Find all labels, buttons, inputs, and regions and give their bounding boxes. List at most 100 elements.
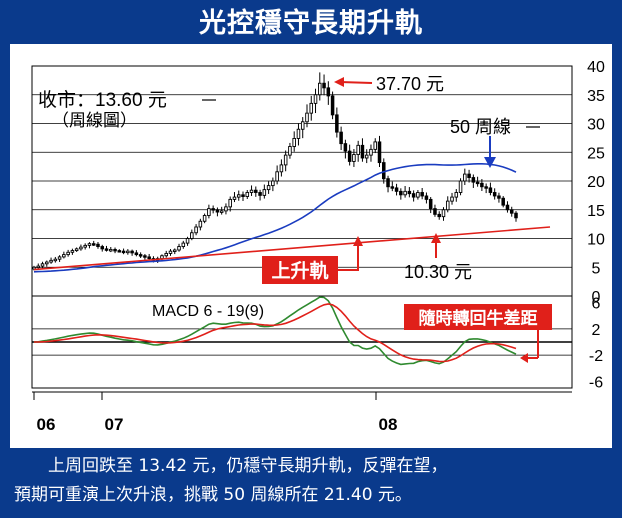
trendline-label: 上升軌 (271, 259, 328, 282)
candle-body (283, 154, 288, 166)
price-y-tick-label: 40 (587, 59, 605, 76)
macd-label-box (404, 304, 552, 330)
candle-body (53, 258, 58, 262)
macd-label: 隨時轉回牛差距 (419, 308, 538, 328)
candle-body (70, 250, 75, 253)
candle-body (330, 95, 335, 116)
candle-body (262, 189, 267, 196)
close-price-label: 收市：13.60 元 (38, 89, 167, 111)
candle-body (117, 250, 122, 253)
caption: 上周回跌至 13.42 元，仍穩守長期升軌，反彈在望， 預期可重演上次升浪，挑戰… (14, 452, 614, 510)
candle-body (339, 131, 343, 145)
candle-body (326, 87, 331, 97)
candle-body (501, 197, 505, 206)
candle-body (245, 192, 250, 197)
ma50-label: 50 周線 (450, 117, 511, 137)
candle-body (138, 254, 143, 257)
candle-body (83, 244, 87, 248)
candle-body (360, 144, 365, 159)
high-price-label: 37.70 元 (376, 74, 444, 94)
candle-body (411, 193, 416, 198)
macd-y-tick-labels: 6 2 -2 -6 (589, 296, 603, 392)
x-tick-label: 08 (379, 415, 398, 434)
candle-body (219, 210, 224, 213)
candle-body (66, 251, 70, 256)
macd-title: MACD 6 - 19(9) (152, 303, 264, 320)
candle-body (492, 192, 497, 197)
stock-chart: 0 5 10 15 20 25 30 35 40 6 2 -2 -6 06 07 08 收市：13.60 … (31, 59, 605, 434)
candle-body (394, 187, 399, 192)
candle-body (386, 178, 390, 188)
price-y-tick-labels: 0 5 10 15 20 25 30 35 40 (587, 59, 605, 306)
ma50-arrow-head (484, 157, 496, 168)
macd-y-tick-label: 6 (592, 296, 601, 313)
candle-body (202, 215, 207, 222)
candle-body (313, 94, 318, 104)
candle-body (91, 243, 96, 246)
candle-body (300, 121, 305, 130)
candle-body (275, 171, 279, 182)
candle-body (258, 192, 262, 196)
candle-body (407, 190, 412, 195)
high-arrow-head (334, 77, 344, 87)
candle-body (382, 162, 386, 180)
high-arrow (339, 81, 373, 84)
candle-body (450, 196, 454, 202)
candle-body (505, 204, 510, 211)
candle-body (190, 232, 194, 239)
candle-body (232, 196, 237, 200)
macd-arrow-head (520, 353, 528, 363)
candle-body (463, 173, 467, 182)
low-price-label: 10.30 元 (404, 262, 472, 282)
candle-body (488, 187, 493, 193)
candle-body (514, 212, 518, 219)
price-y-tick-label: 35 (587, 88, 605, 105)
candle-body (279, 164, 284, 173)
candle-body (249, 189, 254, 193)
candle-body (96, 243, 100, 247)
candle-body (484, 186, 488, 189)
candle-body (143, 255, 147, 258)
candle-body (228, 198, 232, 208)
price-y-tick-label: 20 (587, 174, 605, 191)
candle-body (57, 256, 62, 260)
price-y-tick-label: 5 (592, 260, 601, 277)
candle-body (198, 220, 203, 228)
candle-body (266, 185, 271, 191)
candle-body (126, 250, 130, 254)
macd-y-tick-label: 2 (592, 322, 601, 339)
candle-body (224, 206, 228, 212)
candle-body (211, 208, 215, 211)
candle-body (480, 182, 484, 188)
candle-body (377, 141, 382, 164)
candle-body (45, 261, 49, 265)
chart-type-label: （周線圖） (52, 111, 137, 130)
candle-body (475, 181, 480, 185)
candle-body (403, 190, 407, 196)
candle-body (373, 141, 377, 150)
trendline-label-box (262, 256, 338, 284)
candle-body (49, 259, 53, 263)
candle-body (87, 243, 92, 246)
candle-body (215, 209, 220, 213)
x-tick-label: 06 (37, 415, 56, 434)
x-tick-label: 07 (105, 415, 124, 434)
candle-body (104, 248, 109, 251)
candle-body (147, 256, 151, 260)
candle-body (356, 144, 360, 155)
candle-body (36, 265, 41, 269)
candle-body (352, 154, 356, 162)
price-y-tick-label: 15 (587, 203, 605, 220)
candle-body (433, 208, 437, 215)
candle-body (241, 194, 245, 197)
candle-body (121, 250, 126, 254)
candle-body (271, 180, 275, 187)
trendline (33, 226, 551, 271)
candle-body (343, 143, 348, 152)
candle-body (164, 252, 168, 257)
candle-body (509, 209, 514, 214)
macd-y-tick-label: -2 (589, 348, 603, 365)
candle-body (109, 248, 113, 252)
candle-body (369, 148, 373, 156)
